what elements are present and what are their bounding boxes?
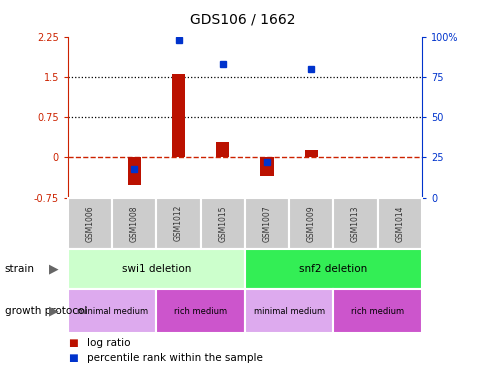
- Text: percentile rank within the sample: percentile rank within the sample: [87, 353, 263, 363]
- Bar: [156, 289, 244, 333]
- Bar: [244, 198, 288, 249]
- Bar: [200, 198, 244, 249]
- Text: ▶: ▶: [48, 262, 58, 276]
- Bar: [156, 198, 200, 249]
- Text: GSM1009: GSM1009: [306, 205, 315, 242]
- Text: minimal medium: minimal medium: [253, 307, 324, 315]
- Bar: [68, 249, 244, 289]
- Bar: [288, 198, 333, 249]
- Bar: [333, 198, 377, 249]
- Bar: [377, 198, 421, 249]
- Bar: [68, 289, 156, 333]
- Text: GSM1012: GSM1012: [174, 205, 182, 242]
- Text: swi1 deletion: swi1 deletion: [121, 264, 191, 274]
- Bar: [304, 150, 318, 157]
- Bar: [333, 289, 421, 333]
- Bar: [127, 157, 141, 185]
- Bar: [244, 249, 421, 289]
- Text: GDS106 / 1662: GDS106 / 1662: [189, 13, 295, 27]
- Bar: [244, 289, 333, 333]
- Text: GSM1014: GSM1014: [394, 205, 404, 242]
- Text: rich medium: rich medium: [350, 307, 404, 315]
- Text: growth protocol: growth protocol: [5, 306, 87, 316]
- Text: GSM1006: GSM1006: [85, 205, 94, 242]
- Text: ■: ■: [68, 353, 77, 363]
- Text: log ratio: log ratio: [87, 337, 131, 348]
- Bar: [68, 198, 112, 249]
- Text: rich medium: rich medium: [174, 307, 227, 315]
- Text: GSM1008: GSM1008: [130, 205, 138, 242]
- Text: GSM1015: GSM1015: [218, 205, 227, 242]
- Text: strain: strain: [5, 264, 35, 274]
- Bar: [216, 142, 229, 157]
- Bar: [171, 74, 185, 157]
- Text: ▶: ▶: [48, 305, 58, 318]
- Text: GSM1013: GSM1013: [350, 205, 359, 242]
- Bar: [112, 198, 156, 249]
- Bar: [260, 157, 273, 176]
- Text: GSM1007: GSM1007: [262, 205, 271, 242]
- Text: ■: ■: [68, 337, 77, 348]
- Text: snf2 deletion: snf2 deletion: [299, 264, 367, 274]
- Text: minimal medium: minimal medium: [76, 307, 148, 315]
